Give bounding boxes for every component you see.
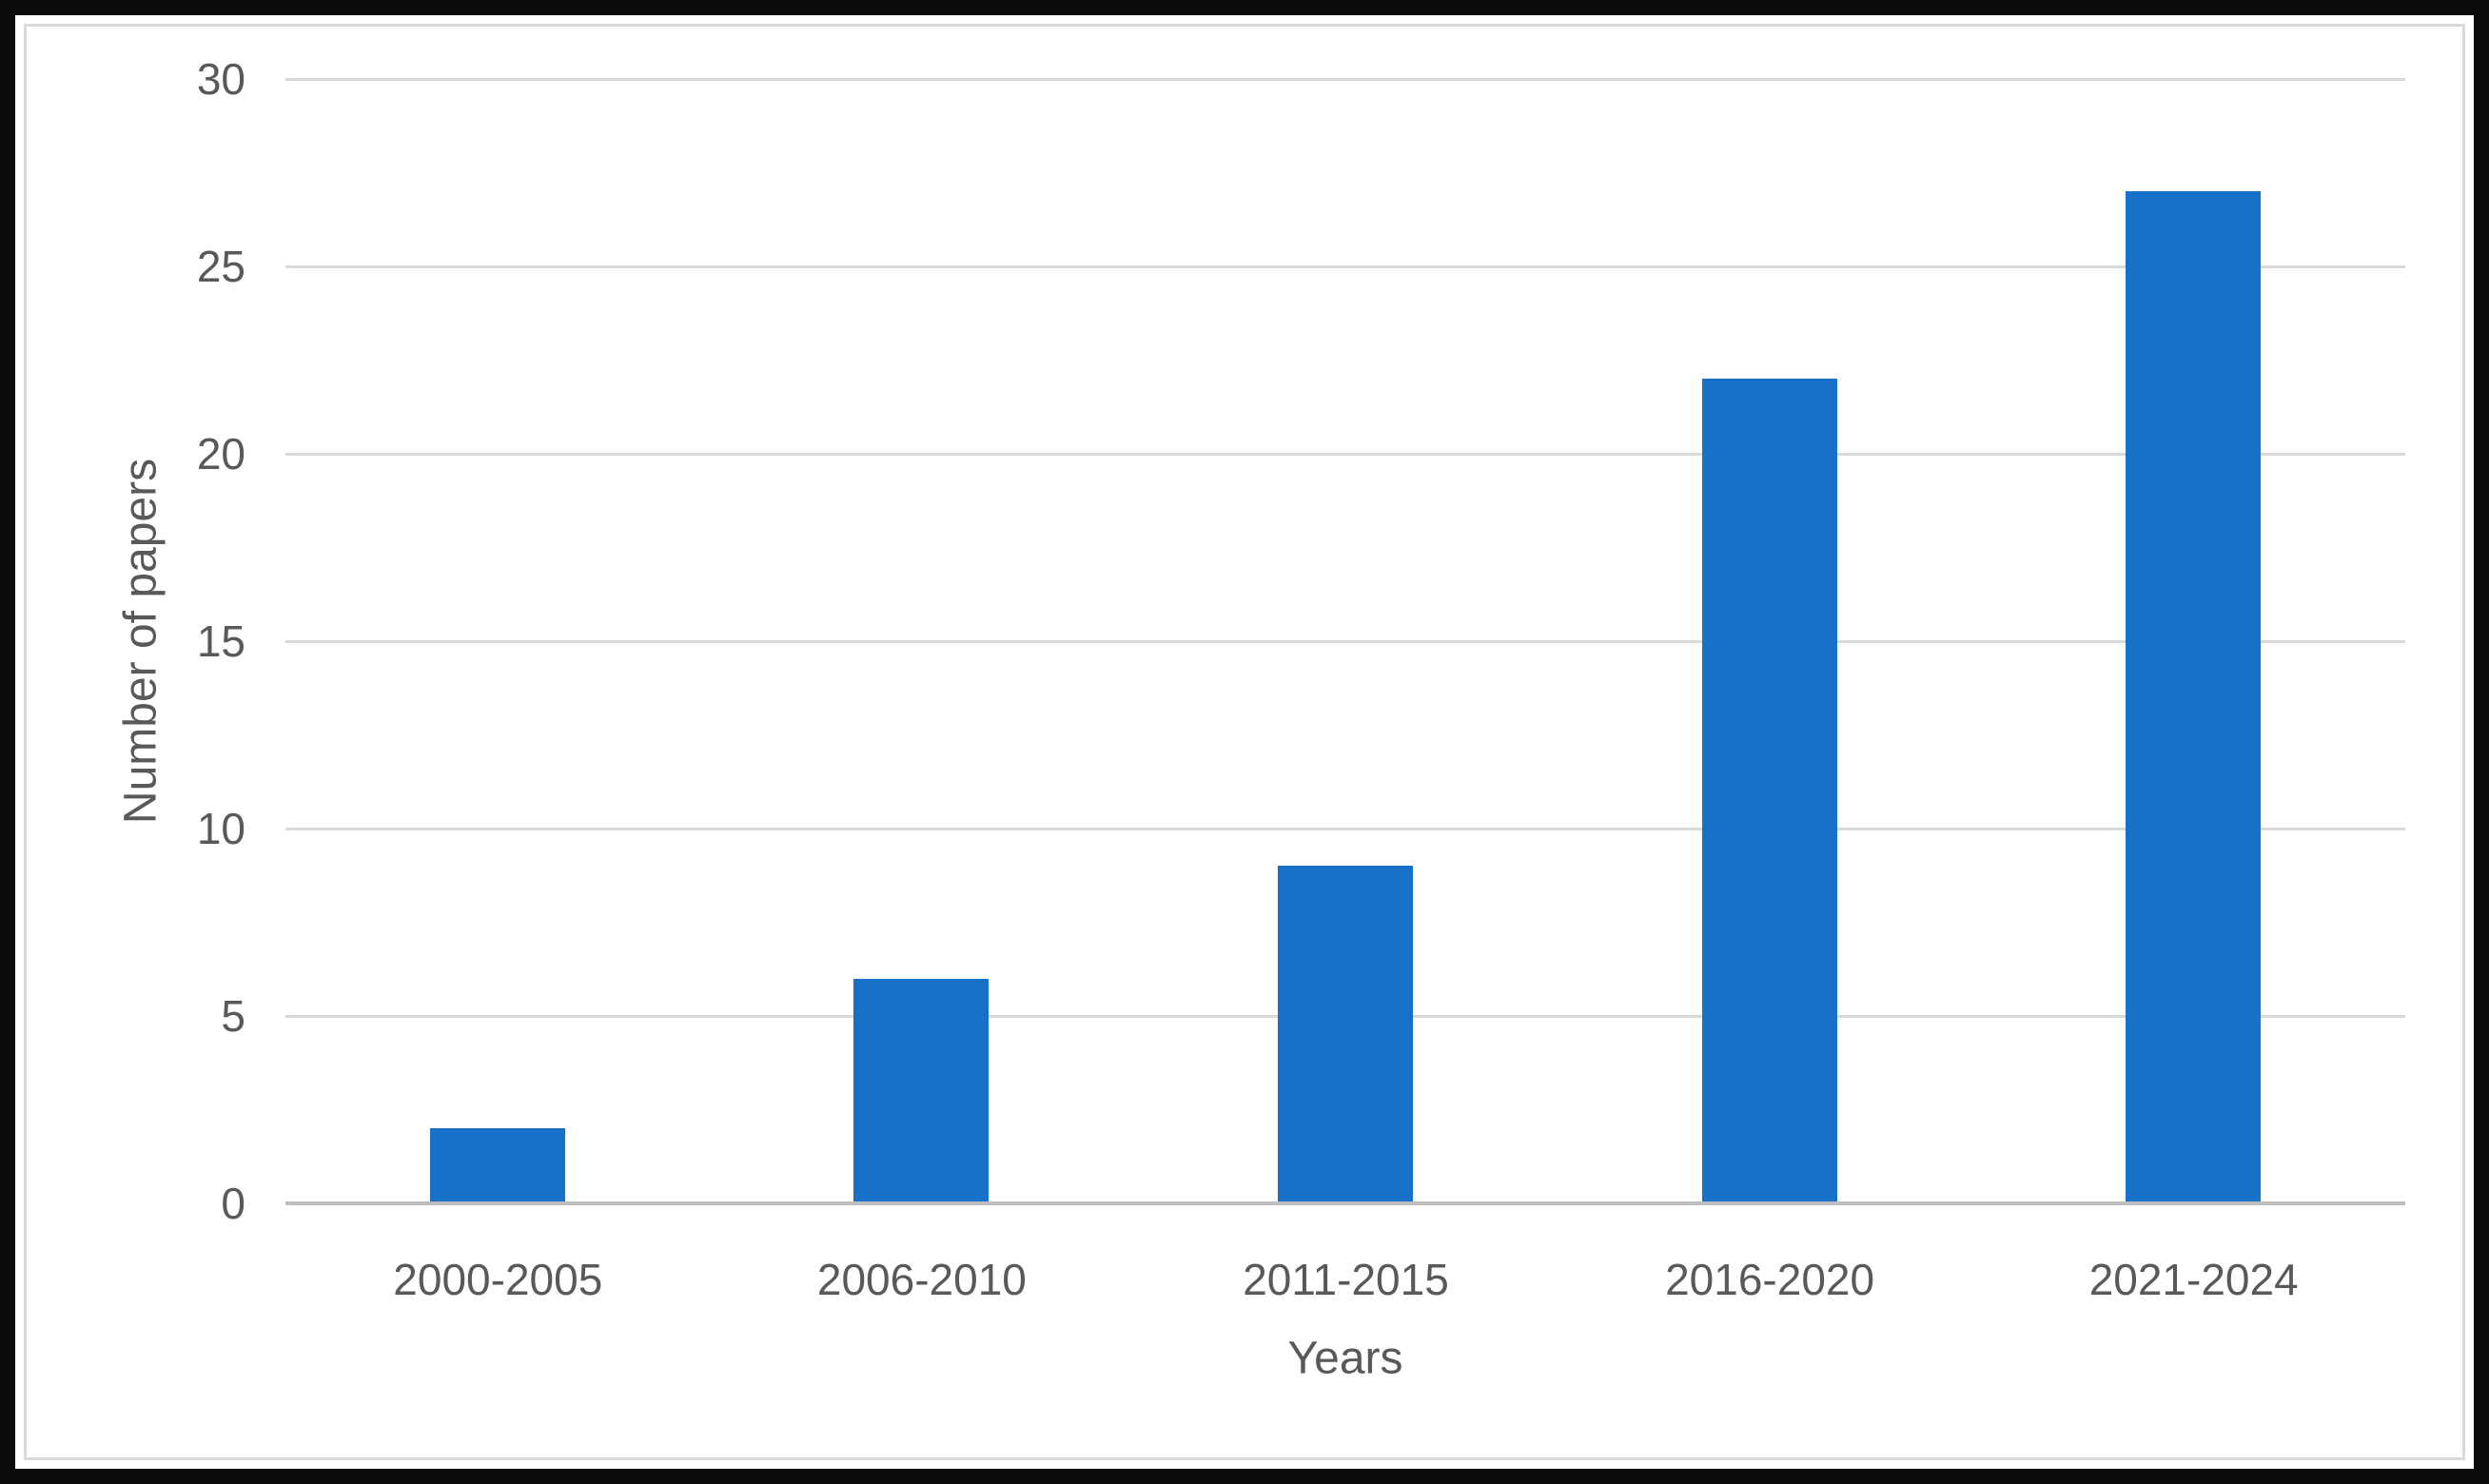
y-tick-label-10: 10 bbox=[196, 804, 245, 853]
plot-area: 0 5 10 15 20 25 30 2000-2005 2006-2010 2011-2015 2… bbox=[27, 27, 2462, 1457]
x-category-label-2021-2024: 2021-2024 bbox=[2088, 1255, 2299, 1304]
y-tick-label-5: 5 bbox=[221, 991, 245, 1041]
gridline-y-10 bbox=[285, 828, 2405, 830]
x-axis-line bbox=[285, 1201, 2405, 1205]
y-tick-label-20: 20 bbox=[196, 429, 245, 478]
y-tick-label-25: 25 bbox=[196, 242, 245, 291]
x-category-label-2016-2020: 2016-2020 bbox=[1665, 1255, 1875, 1304]
bar-2000-2005 bbox=[429, 1128, 565, 1201]
x-category-label-2000-2005: 2000-2005 bbox=[393, 1255, 603, 1304]
bar-2016-2020 bbox=[1701, 379, 1837, 1201]
x-category-label-2011-2015: 2011-2015 bbox=[1243, 1255, 1449, 1304]
y-tick-label-0: 0 bbox=[221, 1179, 245, 1228]
gridline-y-20 bbox=[285, 453, 2405, 456]
gridline-y-30 bbox=[285, 78, 2405, 81]
bar-2011-2015 bbox=[1278, 866, 1413, 1201]
chart-area-border: 0 5 10 15 20 25 30 2000-2005 2006-2010 2011-2015 2… bbox=[24, 24, 2465, 1460]
bar-2006-2010 bbox=[853, 978, 990, 1201]
y-tick-label-15: 15 bbox=[196, 616, 245, 666]
x-axis-title: Years bbox=[1287, 1333, 1403, 1384]
y-tick-label-30: 30 bbox=[196, 54, 245, 104]
gridline-y-15 bbox=[285, 640, 2405, 643]
x-category-label-2006-2010: 2006-2010 bbox=[816, 1255, 1027, 1304]
gridline-y-25 bbox=[285, 265, 2405, 268]
bar-2021-2024 bbox=[2126, 191, 2262, 1201]
